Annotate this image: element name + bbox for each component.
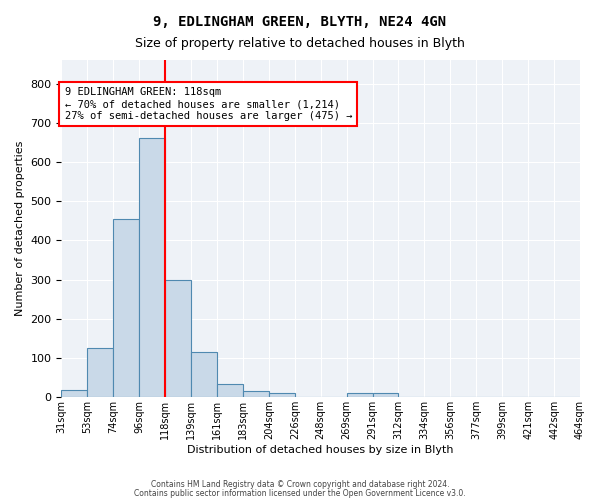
Bar bbox=[88, 348, 113, 398]
Text: 9, EDLINGHAM GREEN, BLYTH, NE24 4GN: 9, EDLINGHAM GREEN, BLYTH, NE24 4GN bbox=[154, 15, 446, 29]
Bar bbox=[373, 394, 398, 398]
Text: Size of property relative to detached houses in Blyth: Size of property relative to detached ho… bbox=[135, 38, 465, 51]
Text: Contains public sector information licensed under the Open Government Licence v3: Contains public sector information licen… bbox=[134, 488, 466, 498]
Bar bbox=[217, 384, 243, 398]
Bar bbox=[139, 138, 165, 398]
Text: Contains HM Land Registry data © Crown copyright and database right 2024.: Contains HM Land Registry data © Crown c… bbox=[151, 480, 449, 489]
Bar bbox=[269, 394, 295, 398]
Bar bbox=[243, 392, 269, 398]
Bar bbox=[191, 352, 217, 398]
Bar bbox=[61, 390, 88, 398]
Bar bbox=[347, 394, 373, 398]
Bar bbox=[165, 280, 191, 398]
Bar bbox=[113, 219, 139, 398]
Text: 9 EDLINGHAM GREEN: 118sqm
← 70% of detached houses are smaller (1,214)
27% of se: 9 EDLINGHAM GREEN: 118sqm ← 70% of detac… bbox=[65, 88, 352, 120]
Y-axis label: Number of detached properties: Number of detached properties bbox=[15, 141, 25, 316]
X-axis label: Distribution of detached houses by size in Blyth: Distribution of detached houses by size … bbox=[187, 445, 454, 455]
